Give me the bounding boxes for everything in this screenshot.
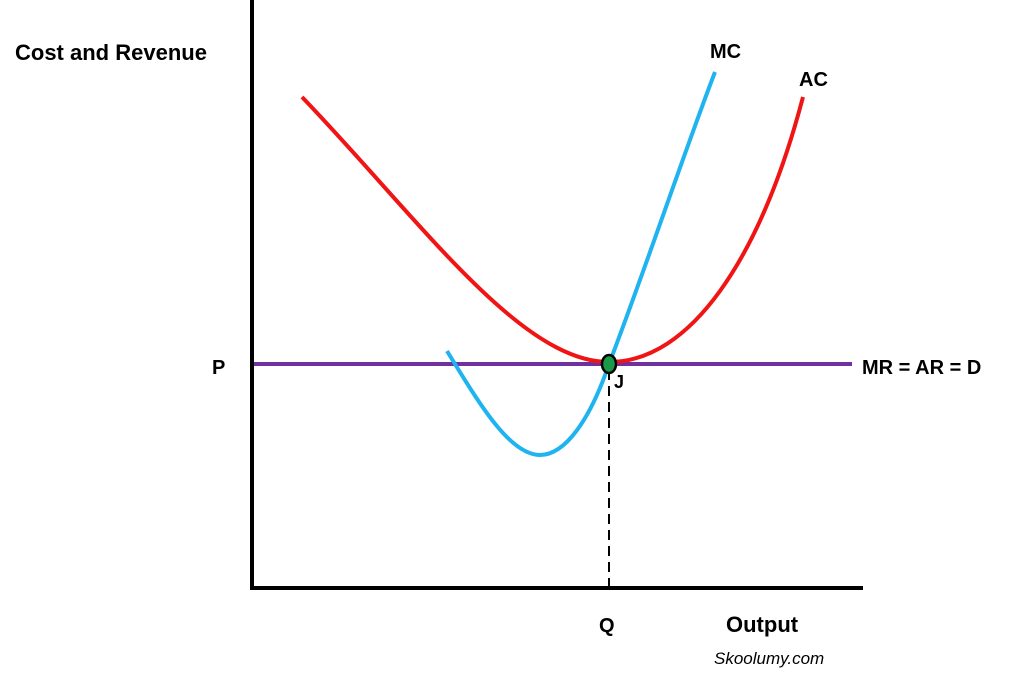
price-label: P (212, 357, 225, 379)
mc-label: MC (710, 41, 741, 63)
mc-curve (445, 71, 717, 458)
ac-label: AC (799, 69, 828, 91)
x-axis-label: Output (726, 612, 799, 637)
equilibrium-point (600, 353, 618, 375)
quantity-label: Q (599, 615, 615, 637)
demand-line-label: MR = AR = D (862, 357, 981, 379)
y-axis-label: Cost and Revenue (15, 40, 207, 65)
point-label: J (614, 372, 624, 392)
credit-text: Skoolumy.com (714, 649, 824, 668)
ac-curve (300, 95, 805, 365)
